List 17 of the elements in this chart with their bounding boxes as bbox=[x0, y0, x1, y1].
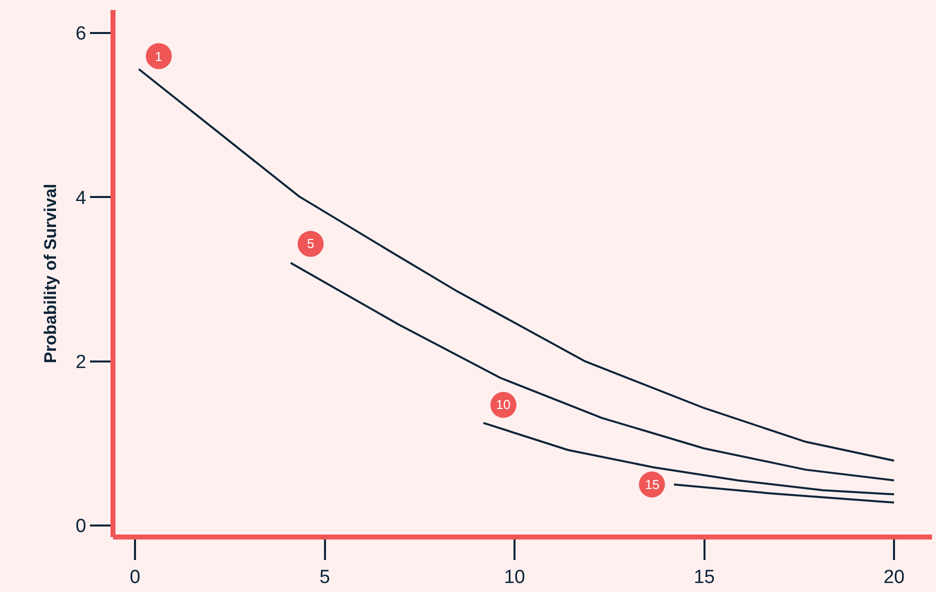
series-label: 1 bbox=[155, 49, 162, 64]
x-tick-label: 0 bbox=[130, 566, 140, 588]
series-label: 15 bbox=[645, 477, 660, 492]
x-tick-label: 20 bbox=[883, 566, 905, 588]
y-tick-label: 0 bbox=[76, 516, 86, 538]
y-tick-label: 2 bbox=[76, 352, 86, 373]
y-tick-label: 4 bbox=[76, 188, 87, 209]
x-tick-label: 15 bbox=[694, 566, 715, 588]
y-axis-title: Probability of Survival bbox=[41, 184, 60, 364]
y-tick-label: 6 bbox=[76, 24, 86, 45]
line-series bbox=[138, 68, 896, 462]
series-label: 5 bbox=[307, 236, 314, 251]
x-tick-label: 5 bbox=[319, 566, 330, 588]
line-series bbox=[290, 262, 896, 482]
line-series bbox=[482, 422, 896, 496]
x-tick-label: 10 bbox=[504, 566, 526, 588]
series-label: 10 bbox=[496, 397, 510, 412]
